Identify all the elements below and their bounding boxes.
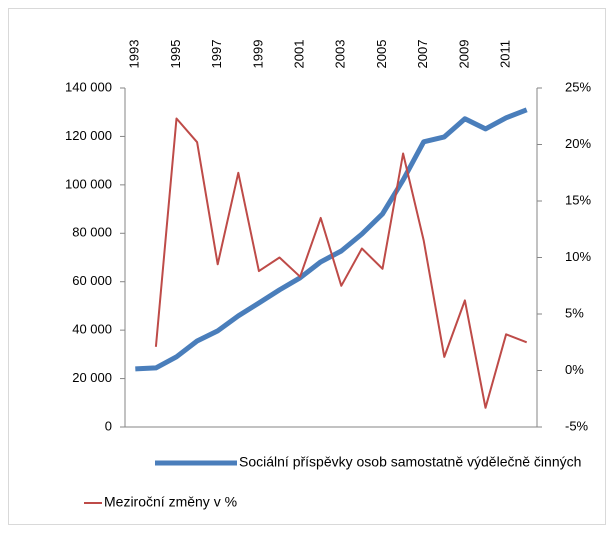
series-line xyxy=(154,117,528,409)
x-tick-label: 1993 xyxy=(127,40,142,69)
legend-label: Meziroční změny v % xyxy=(104,494,237,510)
x-tick-label: 1995 xyxy=(168,40,183,69)
y-tick-label: 80 000 xyxy=(72,225,112,240)
y2-tick-label: 20% xyxy=(565,136,591,151)
y-tick-label: 140 000 xyxy=(65,79,112,94)
y2-tick-label: 25% xyxy=(565,79,591,94)
y-tick-label: 120 000 xyxy=(65,128,112,143)
y2-tick-label: 0% xyxy=(565,362,584,377)
x-tick-label: 2007 xyxy=(415,40,430,69)
x-tick-label: 2011 xyxy=(498,40,513,68)
y2-tick-label: 10% xyxy=(565,249,591,264)
y2-tick-label: -5% xyxy=(565,418,589,433)
x-tick-label: 2009 xyxy=(456,40,471,69)
x-tick-label: 1999 xyxy=(250,40,265,69)
series-line xyxy=(135,107,528,372)
y-tick-label: 40 000 xyxy=(72,322,112,337)
x-tick-label: 2005 xyxy=(374,40,389,69)
x-tick-label: 2003 xyxy=(333,40,348,69)
y2-tick-label: 15% xyxy=(565,192,591,207)
y-tick-label: 0 xyxy=(105,418,112,433)
y-tick-label: 20 000 xyxy=(72,370,112,385)
x-tick-label: 2001 xyxy=(292,40,307,69)
chart-frame xyxy=(8,8,606,525)
y-tick-label: 60 000 xyxy=(72,273,112,288)
x-tick-label: 1997 xyxy=(209,40,224,69)
legend-label: Sociální příspěvky osob samostatně výděl… xyxy=(239,454,581,470)
y2-tick-label: 5% xyxy=(565,305,584,320)
y-tick-label: 100 000 xyxy=(65,176,112,191)
